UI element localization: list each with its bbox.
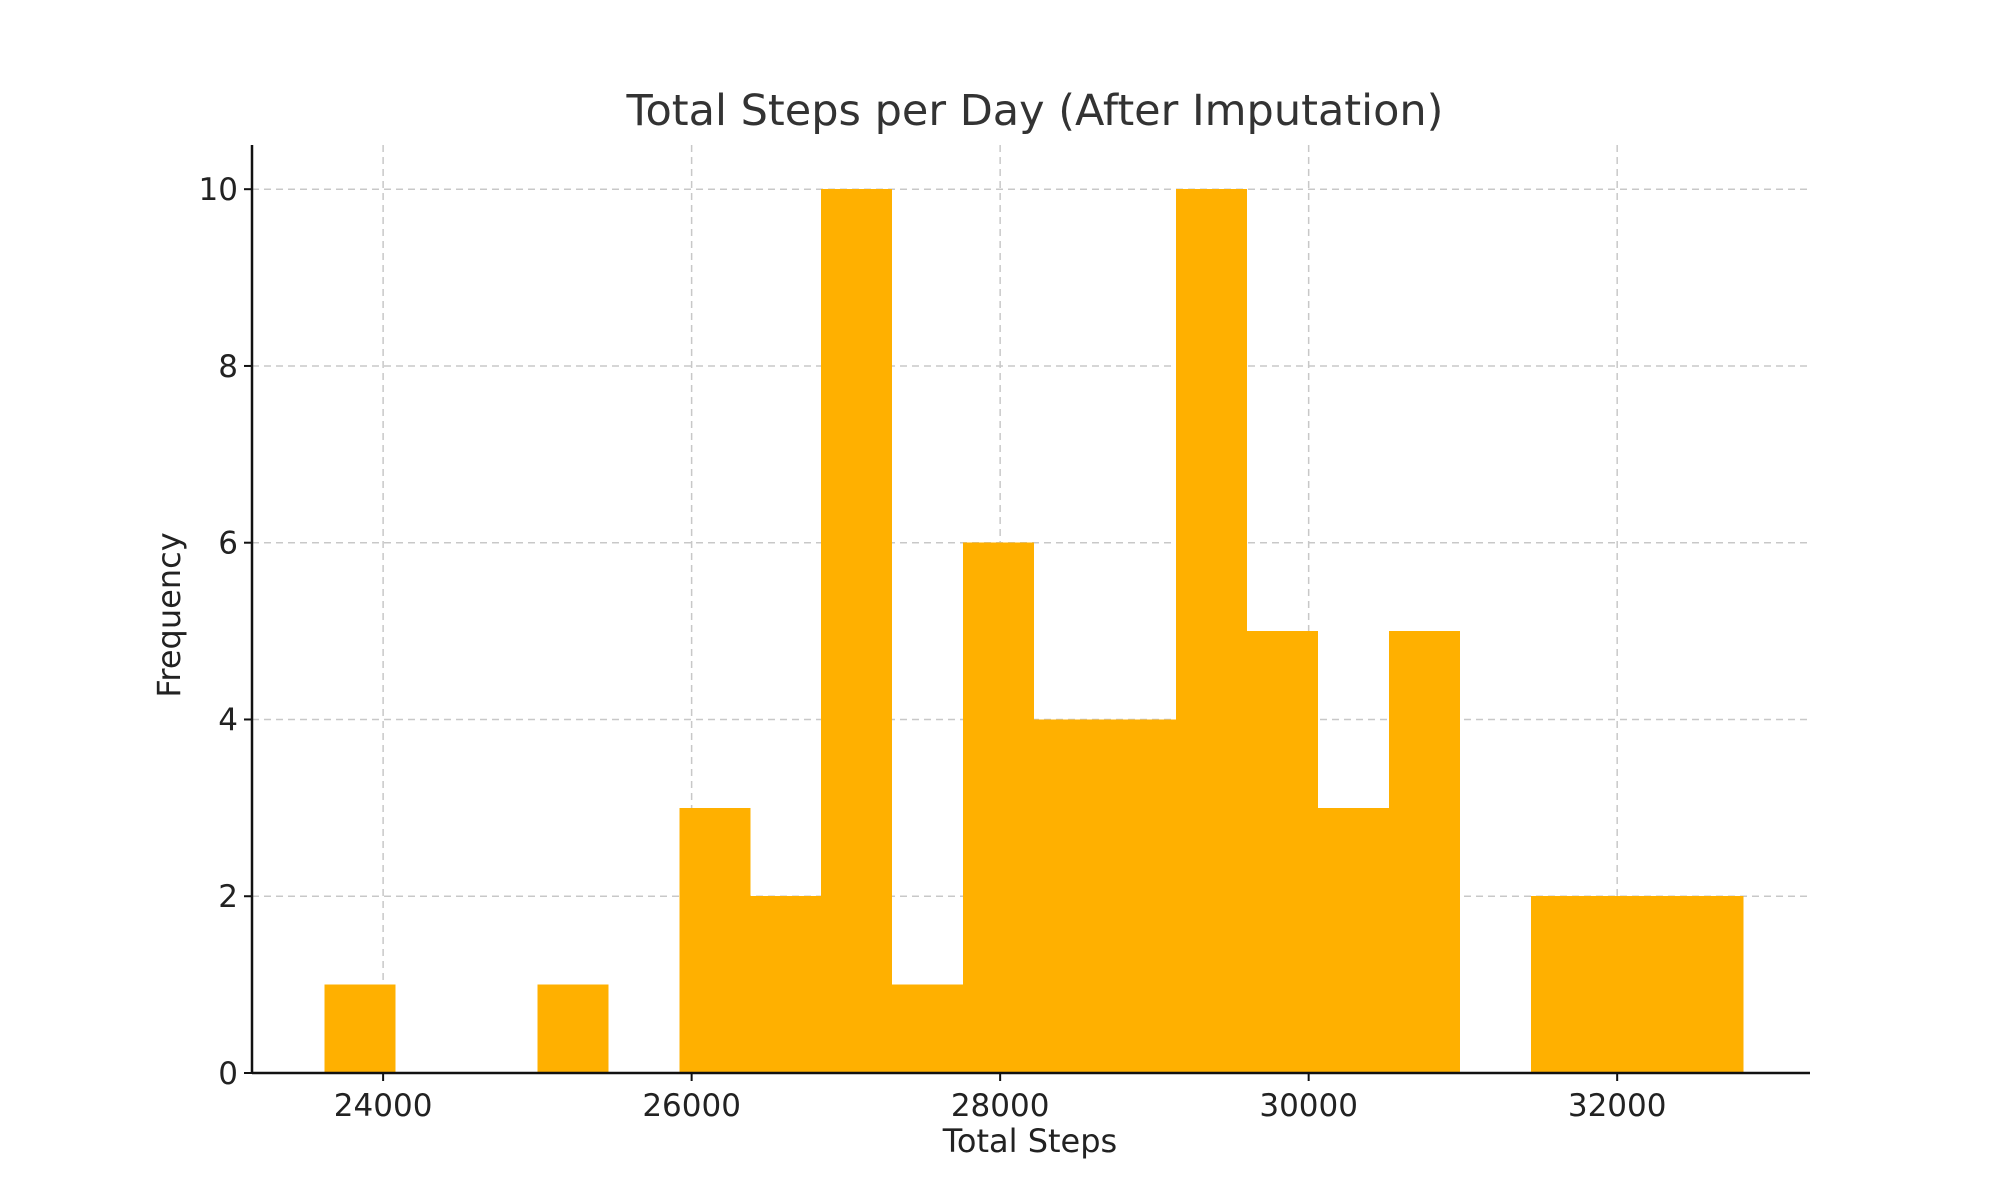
histogram-bar xyxy=(821,189,893,1073)
y-tick-label: 10 xyxy=(199,172,238,208)
y-tick-label: 2 xyxy=(218,879,238,915)
histogram-bar xyxy=(1246,631,1318,1073)
histogram-bar xyxy=(1601,896,1673,1073)
histogram-bar xyxy=(1530,896,1602,1073)
x-tick-label: 26000 xyxy=(642,1088,741,1124)
x-axis-label: Total Steps xyxy=(942,1122,1117,1160)
chart-title: Total Steps per Day (After Imputation) xyxy=(626,86,1444,136)
y-tick-label: 6 xyxy=(218,526,238,562)
histogram-bar xyxy=(1105,719,1177,1073)
y-tick-label: 0 xyxy=(218,1056,238,1092)
axes-layer xyxy=(250,145,1810,1075)
histogram-bar xyxy=(750,896,822,1073)
x-tick-label: 30000 xyxy=(1259,1088,1358,1124)
x-tick-label: 24000 xyxy=(334,1088,433,1124)
bars-layer xyxy=(324,189,1744,1073)
histogram-bar xyxy=(1317,807,1389,1073)
histogram-bar xyxy=(537,984,609,1073)
y-axis-label: Frequency xyxy=(150,532,188,697)
histogram-bar xyxy=(1388,631,1460,1073)
histogram-bar xyxy=(892,984,964,1073)
histogram-bar xyxy=(324,984,396,1073)
histogram-bar xyxy=(1176,189,1247,1073)
ticks-layer: 24000 26000 28000 30000 32000 0 2 4 6 8 10 xyxy=(199,172,1667,1124)
x-tick-label: 32000 xyxy=(1568,1088,1667,1124)
histogram-bar xyxy=(1034,719,1106,1073)
histogram-bar xyxy=(963,542,1035,1073)
histogram-bar xyxy=(1672,896,1744,1073)
x-tick-label: 28000 xyxy=(951,1088,1050,1124)
y-tick-label: 4 xyxy=(218,702,238,738)
y-tick-label: 8 xyxy=(218,349,238,385)
histogram-bar xyxy=(679,807,751,1073)
